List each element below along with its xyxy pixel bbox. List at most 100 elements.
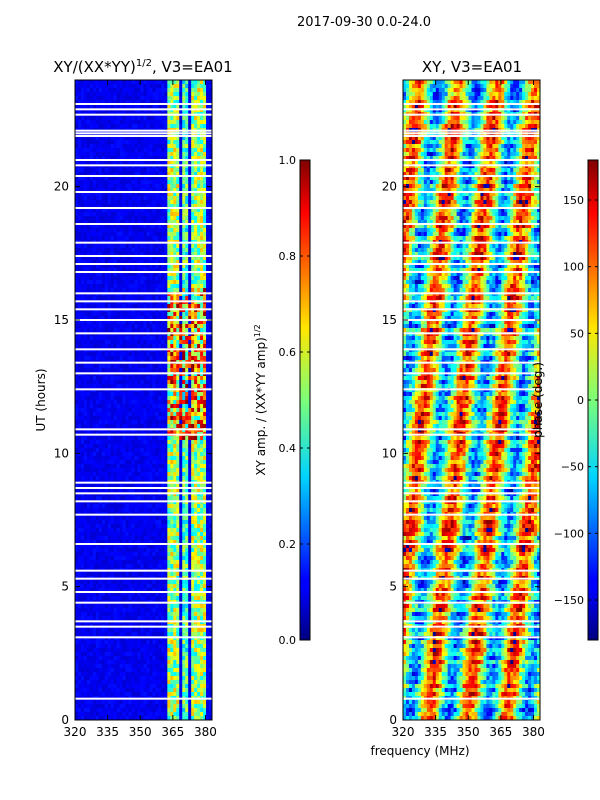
heatmap-cell — [158, 396, 162, 401]
heatmap-cell — [149, 104, 153, 109]
heatmap-cell — [101, 420, 106, 425]
heatmap-cell — [161, 220, 165, 225]
amplitude-heatmap — [75, 80, 213, 721]
heatmap-cell — [128, 88, 132, 93]
heatmap-cell — [185, 420, 189, 425]
heatmap-cell — [75, 324, 79, 329]
heatmap-cell — [188, 116, 192, 121]
heatmap-cell — [206, 380, 210, 385]
heatmap-cell — [191, 88, 195, 93]
heatmap-cell — [101, 368, 106, 373]
heatmap-cell — [182, 436, 186, 441]
heatmap-cell — [149, 404, 153, 409]
heatmap-cell — [173, 280, 177, 285]
heatmap-cell — [155, 120, 159, 125]
heatmap-cell — [131, 212, 135, 217]
heatmap-cell — [143, 268, 147, 273]
heatmap-cell — [113, 100, 118, 105]
heatmap-cell — [182, 160, 186, 165]
heatmap-cell — [200, 212, 204, 217]
heatmap-cell — [209, 324, 213, 329]
heatmap-cell — [83, 496, 88, 501]
heatmap-cell — [182, 188, 186, 193]
heatmap-cell — [170, 172, 174, 177]
heatmap-cell — [98, 400, 103, 405]
heatmap-cell — [191, 236, 195, 241]
heatmap-cell — [164, 484, 168, 489]
heatmap-cell — [146, 268, 150, 273]
heatmap-cell — [98, 396, 103, 401]
heatmap-cell — [116, 472, 121, 477]
heatmap-cell — [167, 252, 171, 257]
heatmap-cell — [149, 116, 153, 121]
heatmap-cell — [77, 384, 82, 389]
heatmap-cell — [167, 304, 171, 309]
heatmap-cell — [98, 216, 103, 221]
heatmap-cell — [188, 172, 192, 177]
heatmap-cell — [158, 264, 162, 269]
heatmap-cell — [164, 356, 168, 361]
heatmap-cell — [167, 140, 171, 145]
heatmap-cell — [134, 252, 138, 257]
heatmap-cell — [146, 260, 150, 265]
heatmap-cell — [203, 144, 207, 149]
heatmap-cell — [200, 424, 204, 429]
heatmap-cell — [161, 484, 165, 489]
heatmap-cell — [128, 224, 132, 229]
heatmap-cell — [80, 124, 85, 129]
heatmap-cell — [98, 168, 103, 173]
heatmap-cell — [80, 400, 85, 405]
heatmap-cell — [86, 336, 91, 341]
heatmap-cell — [98, 316, 103, 321]
heatmap-cell — [179, 264, 183, 269]
heatmap-cell — [80, 84, 85, 89]
heatmap-cell — [98, 232, 103, 237]
heatmap-cell — [209, 140, 213, 145]
heatmap-cell — [80, 404, 85, 409]
heatmap-cell — [92, 232, 97, 237]
heatmap-cell — [152, 120, 156, 125]
heatmap-cell — [131, 120, 135, 125]
heatmap-cell — [140, 440, 144, 445]
heatmap-cell — [110, 284, 115, 289]
heatmap-cell — [206, 140, 210, 145]
heatmap-cell — [194, 464, 198, 469]
heatmap-cell — [95, 284, 100, 289]
heatmap-cell — [86, 416, 91, 421]
heatmap-cell — [119, 276, 124, 281]
heatmap-cell — [77, 172, 82, 177]
heatmap-cell — [86, 284, 91, 289]
heatmap-cell — [143, 344, 147, 349]
heatmap-cell — [92, 380, 97, 385]
heatmap-cell — [128, 440, 132, 445]
heatmap-cell — [140, 460, 144, 465]
heatmap-cell — [149, 172, 153, 177]
heatmap-cell — [104, 204, 109, 209]
heatmap-cell — [209, 264, 213, 269]
heatmap-cell — [104, 96, 109, 101]
heatmap-cell — [80, 144, 85, 149]
heatmap-cell — [209, 340, 213, 345]
heatmap-cell — [200, 392, 204, 397]
heatmap-cell — [101, 288, 106, 293]
heatmap-cell — [113, 224, 118, 229]
heatmap-cell — [155, 504, 159, 509]
heatmap-cell — [128, 144, 132, 149]
heatmap-cell — [128, 436, 132, 441]
heatmap-cell — [191, 448, 195, 453]
heatmap-cell — [209, 460, 213, 465]
heatmap-cell — [125, 100, 130, 105]
heatmap-cell — [122, 352, 127, 357]
heatmap-cell — [77, 324, 82, 329]
heatmap-cell — [194, 416, 198, 421]
heatmap-cell — [152, 440, 156, 445]
heatmap-cell — [209, 484, 213, 489]
heatmap-cell — [140, 272, 144, 277]
heatmap-cell — [209, 504, 213, 509]
heatmap-cell — [185, 404, 189, 409]
heatmap-cell — [83, 452, 88, 457]
heatmap-cell — [197, 236, 201, 241]
heatmap-cell — [143, 272, 147, 277]
heatmap-cell — [83, 288, 88, 293]
